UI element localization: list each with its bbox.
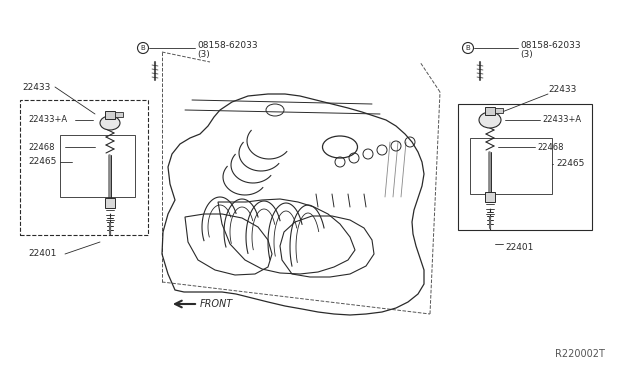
Bar xyxy=(485,107,495,115)
Text: 22433: 22433 xyxy=(22,83,51,92)
Bar xyxy=(20,100,148,235)
Text: 22468: 22468 xyxy=(537,142,563,151)
Text: 08158-62033: 08158-62033 xyxy=(197,42,258,51)
Text: B: B xyxy=(141,45,145,51)
Ellipse shape xyxy=(100,116,120,130)
Bar xyxy=(105,198,115,208)
Text: R220002T: R220002T xyxy=(555,349,605,359)
Bar xyxy=(115,112,123,117)
Bar xyxy=(60,135,135,197)
Text: 22468: 22468 xyxy=(28,142,54,151)
Text: 22433: 22433 xyxy=(548,86,577,94)
Bar xyxy=(495,108,503,113)
Bar xyxy=(105,111,115,119)
Text: (3): (3) xyxy=(197,51,210,60)
Bar xyxy=(458,104,592,230)
Ellipse shape xyxy=(479,112,501,128)
Text: 22465: 22465 xyxy=(556,160,584,169)
Text: B: B xyxy=(466,45,470,51)
Text: 22401: 22401 xyxy=(505,243,533,251)
Text: 22401: 22401 xyxy=(28,250,56,259)
Text: 08158-62033: 08158-62033 xyxy=(520,42,580,51)
Text: (3): (3) xyxy=(520,51,532,60)
Bar xyxy=(485,192,495,202)
Text: 22433+A: 22433+A xyxy=(542,115,581,125)
Text: 22433+A: 22433+A xyxy=(28,115,67,125)
Bar xyxy=(470,138,552,194)
Text: FRONT: FRONT xyxy=(200,299,233,309)
Text: 22465: 22465 xyxy=(28,157,56,167)
